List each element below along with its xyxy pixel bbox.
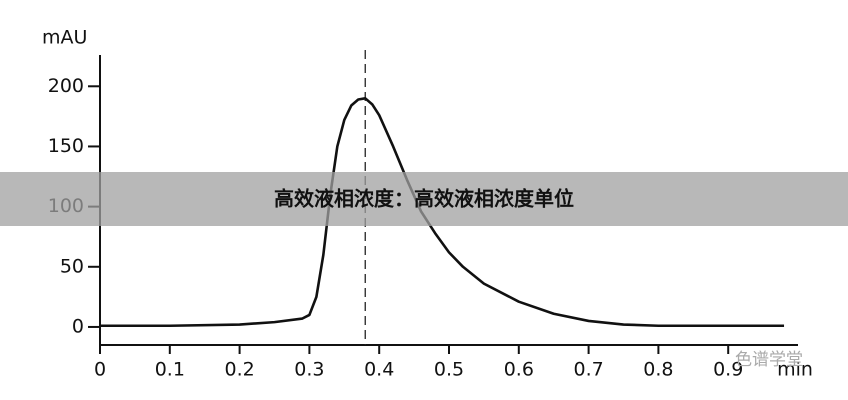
x-tick-label: 0.3 xyxy=(294,359,324,381)
y-tick-label: 200 xyxy=(48,75,84,97)
x-tick-label: 0.4 xyxy=(364,359,394,381)
y-axis-label: mAU xyxy=(42,27,87,49)
y-tick-label: 150 xyxy=(48,135,84,157)
watermark: 色谱学堂 xyxy=(735,350,803,370)
x-tick-label: 0.2 xyxy=(224,359,254,381)
x-tick-label: 0.8 xyxy=(643,359,673,381)
banner xyxy=(0,172,848,226)
banner-title: 高效液相浓度：高效液相浓度单位 xyxy=(274,187,574,211)
y-tick-label: 0 xyxy=(72,315,84,337)
x-tick-label: 0 xyxy=(94,359,106,381)
x-axis-label: min xyxy=(777,359,813,381)
data-line xyxy=(100,97,785,328)
x-tick-label: 0.9 xyxy=(713,359,743,381)
x-tick-label: 0.7 xyxy=(573,359,603,381)
x-tick-label: 0.6 xyxy=(504,359,534,381)
x-tick-label: 0.1 xyxy=(155,359,185,381)
x-tick-label: 0.5 xyxy=(434,359,464,381)
y-tick-label: 50 xyxy=(60,255,84,277)
